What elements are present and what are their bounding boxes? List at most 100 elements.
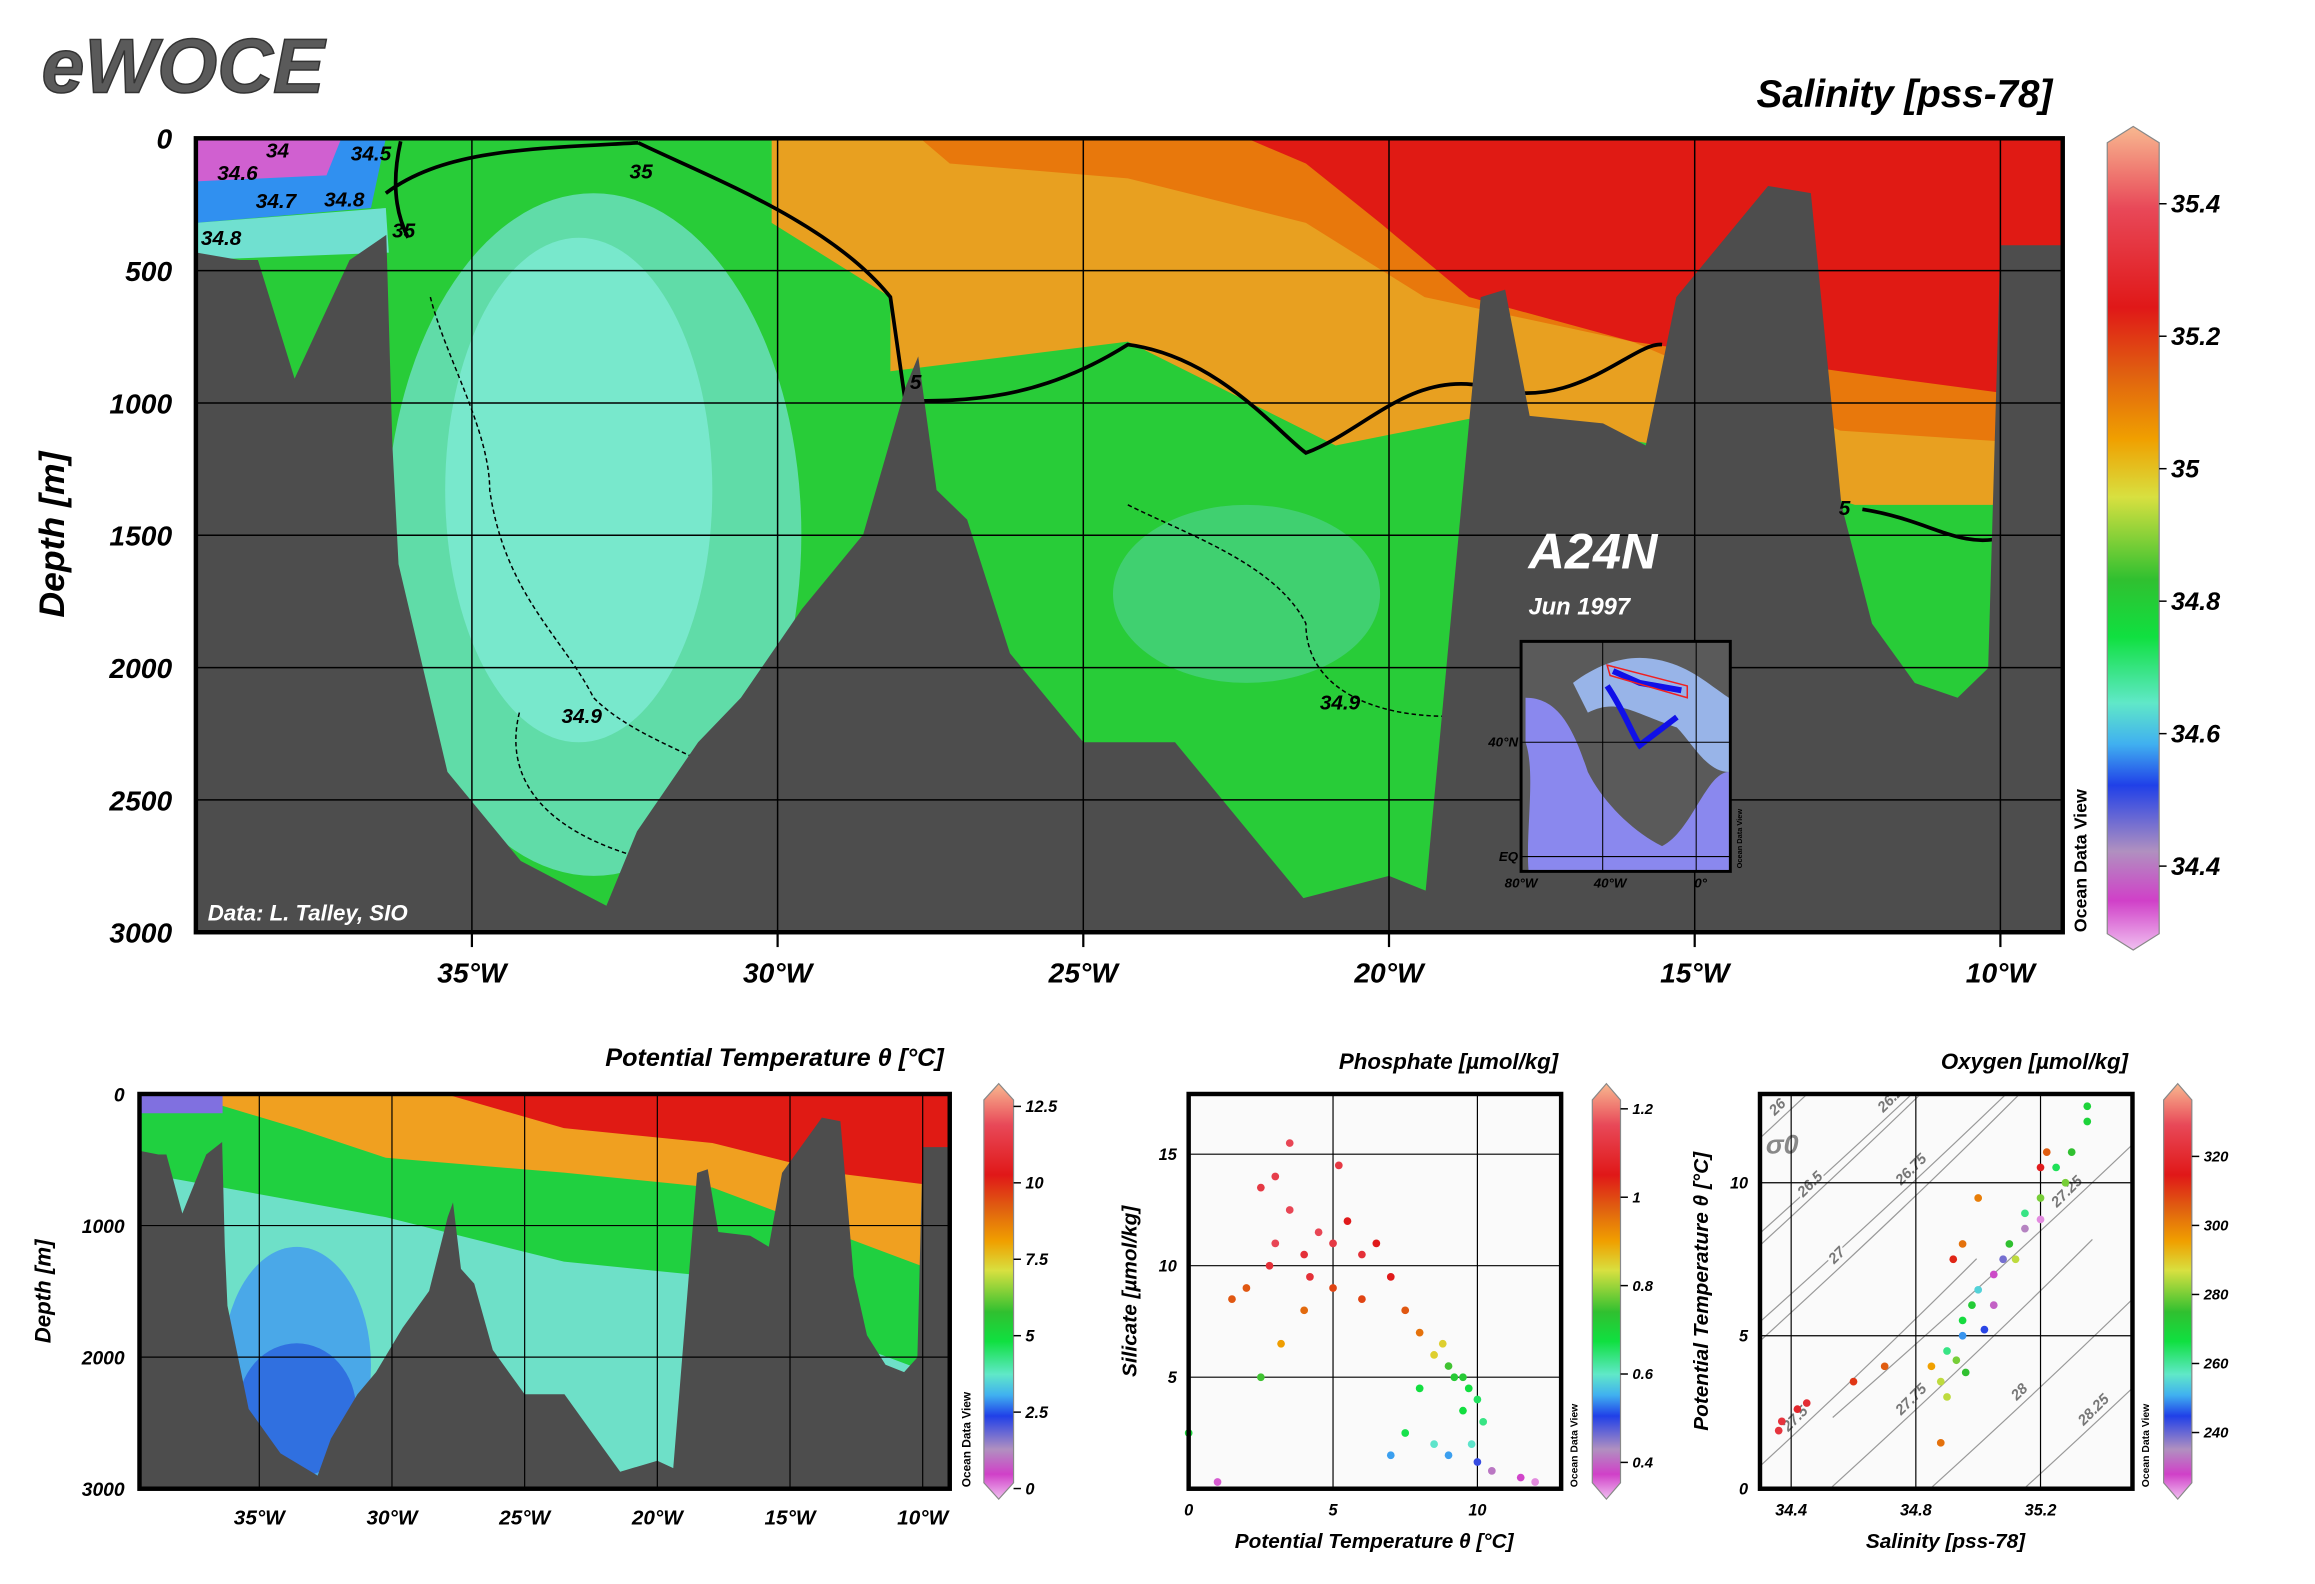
data-point bbox=[1444, 1451, 1453, 1460]
y-ticks: 0 500 1000 1500 2000 2500 3000 bbox=[108, 123, 172, 949]
odv-watermark: Ocean Data View bbox=[2070, 789, 2090, 932]
data-point bbox=[1958, 1240, 1967, 1248]
colorbar-tick-label: 35.2 bbox=[2171, 323, 2220, 351]
temperature-field bbox=[139, 1093, 950, 1489]
y-tick-label: 3000 bbox=[109, 917, 172, 949]
data-point bbox=[2067, 1148, 2076, 1156]
colorbar-tick-label: 2.5 bbox=[1024, 1404, 1049, 1422]
colorbar-tick-label: 34.8 bbox=[2171, 588, 2220, 616]
data-point bbox=[1459, 1406, 1467, 1415]
data-point bbox=[2021, 1209, 2029, 1218]
colorbar-tick-label: 300 bbox=[2204, 1219, 2229, 1235]
y-tick-label: 1500 bbox=[109, 520, 172, 552]
data-point bbox=[1473, 1395, 1482, 1404]
inset-lon-label: 40°W bbox=[1593, 876, 1628, 891]
y-tick-label: 0 bbox=[114, 1085, 125, 1106]
colorbar-tick-label: 35 bbox=[2171, 456, 2200, 484]
section-name: A24N bbox=[1526, 523, 1659, 580]
data-point bbox=[1459, 1373, 1467, 1382]
contour-label: 34.9 bbox=[562, 705, 603, 728]
x-tick-label: 10°W bbox=[897, 1506, 950, 1529]
x-tick-label: 10°W bbox=[1966, 957, 2038, 989]
phosphate-plot-frame bbox=[1186, 1091, 1564, 1491]
data-point bbox=[1943, 1393, 1951, 1401]
oxygen-title: Oxygen [µmol/kg] bbox=[1941, 1049, 2130, 1074]
x-tick-label: 25°W bbox=[498, 1506, 552, 1529]
x-tick-label: 35.2 bbox=[2025, 1501, 2057, 1519]
ewoce-logo: eWOCE bbox=[42, 23, 327, 109]
contour-label: 34.9 bbox=[1320, 692, 1361, 715]
data-point bbox=[1401, 1429, 1410, 1437]
y-ticks: 0 1000 2000 3000 bbox=[81, 1085, 125, 1501]
data-point bbox=[1999, 1255, 2007, 1264]
x-tick-label: 0 bbox=[1184, 1501, 1193, 1519]
data-point bbox=[1401, 1306, 1410, 1315]
oxygen-plot-area bbox=[1759, 1093, 2133, 1489]
cruise-date: Jun 1997 bbox=[1528, 595, 1631, 621]
x-ticks: 35°W 30°W 25°W 20°W 15°W 10°W bbox=[234, 1506, 951, 1529]
contour-35 bbox=[384, 140, 2004, 543]
colorbar-tick-label: 5 bbox=[1025, 1327, 1035, 1345]
temperature-title: Potential Temperature θ [°C] bbox=[605, 1044, 945, 1072]
colorbar-gradient bbox=[983, 1082, 1015, 1500]
isopycnal-line bbox=[1759, 1258, 1978, 1467]
data-point bbox=[1974, 1194, 1983, 1202]
y-tick-label: 1000 bbox=[82, 1217, 125, 1238]
data-point bbox=[2036, 1215, 2045, 1224]
oxygen-colorbar: 320 300 280 260 240 bbox=[2163, 1082, 2229, 1501]
colorbar-tick-label: 34.4 bbox=[2171, 853, 2220, 881]
data-point bbox=[1777, 1417, 1786, 1426]
data-point bbox=[1285, 1139, 1294, 1147]
colorbar-tick-label: 34.6 bbox=[2171, 720, 2221, 748]
data-point bbox=[1343, 1217, 1352, 1225]
x-tick-label: 35°W bbox=[234, 1506, 287, 1529]
data-point bbox=[1974, 1285, 1983, 1294]
data-point bbox=[1430, 1351, 1438, 1359]
colorbar-gradient bbox=[1591, 1082, 1622, 1501]
contour-label: 34.8 bbox=[324, 189, 365, 212]
colorbar-tick-label: 10 bbox=[1025, 1175, 1043, 1193]
data-point bbox=[1936, 1377, 1945, 1386]
data-point bbox=[1271, 1172, 1280, 1181]
colorbar-tick-label: 0 bbox=[1025, 1480, 1034, 1498]
data-point bbox=[2061, 1178, 2070, 1187]
bathymetry bbox=[139, 1117, 950, 1489]
data-point bbox=[1531, 1478, 1540, 1486]
x-tick-label: 15°W bbox=[765, 1506, 818, 1529]
data-point bbox=[1802, 1399, 1811, 1407]
colorbar-tick-label: 7.5 bbox=[1025, 1251, 1049, 1269]
data-point bbox=[1774, 1426, 1783, 1435]
colorbar-tick-label: 1 bbox=[1632, 1190, 1640, 1206]
y-tick-label: 5 bbox=[1739, 1328, 1749, 1346]
isopycnal-line bbox=[1759, 1093, 1913, 1234]
colorbar-gradient bbox=[2163, 1082, 2193, 1501]
data-point bbox=[1450, 1373, 1459, 1382]
x-tick-label: 20°W bbox=[1353, 957, 1426, 989]
data-point bbox=[1329, 1239, 1337, 1248]
inset-lon-label: 0° bbox=[1694, 876, 1707, 891]
data-point bbox=[1242, 1284, 1251, 1292]
data-point bbox=[1989, 1301, 1998, 1309]
salinity-colorbar: 35.4 35.2 35 34.8 34.6 34.4 bbox=[2106, 125, 2221, 951]
data-point bbox=[1487, 1467, 1496, 1475]
grid bbox=[139, 1093, 950, 1489]
contour-label: 34.7 bbox=[256, 190, 298, 213]
data-point bbox=[1980, 1325, 1989, 1334]
oxygen-plot-frame bbox=[1757, 1091, 2135, 1491]
y-tick-label: 15 bbox=[1159, 1146, 1178, 1164]
colorbar-tick-label: 35.4 bbox=[2171, 191, 2220, 219]
colorbar-tick-label: 260 bbox=[2203, 1357, 2229, 1373]
data-point bbox=[1329, 1284, 1337, 1292]
y-tick-label: 500 bbox=[125, 255, 172, 287]
x-tick-label: 5 bbox=[1328, 1501, 1338, 1519]
data-point bbox=[1228, 1295, 1236, 1304]
data-point bbox=[1949, 1255, 1958, 1264]
contour-label: 34.6 bbox=[217, 162, 258, 185]
data-point bbox=[1479, 1417, 1488, 1426]
colorbar-tick-label: 240 bbox=[2203, 1426, 2229, 1442]
data-point bbox=[2042, 1148, 2051, 1156]
y-tick-label: 10 bbox=[1730, 1175, 1748, 1193]
data-point bbox=[1277, 1339, 1285, 1348]
data-point bbox=[1271, 1239, 1280, 1248]
y-tick-label: 2500 bbox=[108, 784, 172, 816]
